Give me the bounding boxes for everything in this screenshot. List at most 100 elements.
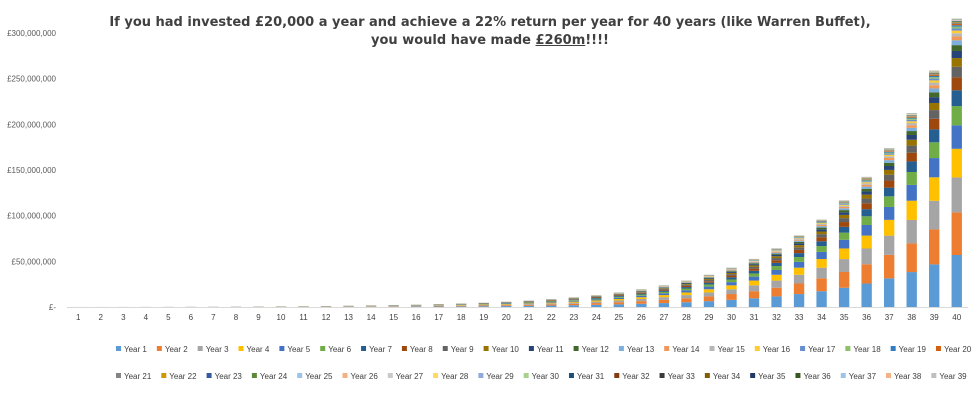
bar-segment-year-4-period-22 xyxy=(546,302,557,304)
bar-segment-year-2-period-33 xyxy=(793,283,805,295)
bar-segment-year-10-period-28 xyxy=(681,284,692,285)
x-tick-label: 16 xyxy=(412,313,421,322)
x-tick-label: 25 xyxy=(614,313,623,322)
bar-segment-year-1-period-29 xyxy=(703,301,715,307)
bar-segment-year-7-period-29 xyxy=(703,282,715,285)
bar-segment-year-12-period-37 xyxy=(883,162,895,166)
legend-label: Year 13 xyxy=(627,345,655,354)
bar-segment-year-10-period-31 xyxy=(748,265,760,267)
x-tick-label: 8 xyxy=(234,313,239,322)
bar-segment-year-21-period-38 xyxy=(906,116,917,117)
legend-label: Year 11 xyxy=(537,345,564,354)
legend-swatch xyxy=(523,373,529,378)
bar-segment-year-4-period-31 xyxy=(748,280,760,286)
x-tick-label: 6 xyxy=(189,313,194,322)
bar-segment-year-8-period-40 xyxy=(951,77,962,91)
legend-label: Year 5 xyxy=(287,345,310,354)
bar-segment-year-13-period-33 xyxy=(793,240,805,242)
bar-segment-year-16-period-40 xyxy=(951,30,962,34)
bar-segment-year-4-period-34 xyxy=(816,259,827,268)
bar-stack-period-40 xyxy=(951,18,962,307)
legend-item-year-3: Year 3 xyxy=(197,345,229,354)
legend-label: Year 20 xyxy=(944,345,972,354)
bar-segment-year-5-period-40 xyxy=(951,125,962,149)
bar-stack-period-28 xyxy=(681,280,692,307)
bar-segment-year-8-period-31 xyxy=(748,268,760,271)
bar-segment-year-7-period-32 xyxy=(771,262,782,267)
bar-segment-year-12-period-34 xyxy=(816,227,827,230)
bar-segment-year-3-period-20 xyxy=(501,304,512,306)
bar-segment-year-21-period-37 xyxy=(883,150,895,152)
bar-segment-year-4-period-38 xyxy=(906,200,917,220)
bar-segment-year-10-period-39 xyxy=(929,102,940,111)
bar-segment-year-5-period-21 xyxy=(523,302,534,304)
x-tick-label: 14 xyxy=(367,313,376,322)
bar-segment-year-20-period-36 xyxy=(861,179,872,180)
bar-segment-year-2-period-28 xyxy=(681,298,692,303)
legend-swatch xyxy=(161,373,167,378)
bar-segment-year-7-period-24 xyxy=(591,298,602,299)
bar-segment-year-5-period-26 xyxy=(636,295,647,298)
bar-segment-year-1-period-19 xyxy=(478,306,489,307)
bar-segment-year-14-period-40 xyxy=(951,36,962,41)
bar-segment-year-6-period-28 xyxy=(681,288,692,291)
y-tick-label: £- xyxy=(49,303,56,312)
bar-stack-period-18 xyxy=(456,303,467,307)
legend-swatch xyxy=(251,373,257,378)
bar-segment-year-15-period-31 xyxy=(748,261,760,262)
bar-segment-year-13-period-34 xyxy=(816,226,827,228)
bar-segment-year-12-period-31 xyxy=(748,263,760,265)
legend-swatch xyxy=(931,373,937,378)
bar-segment-year-3-period-39 xyxy=(929,200,940,230)
bar-segment-year-17-period-35 xyxy=(838,203,850,205)
bar-segment-year-3-period-24 xyxy=(591,301,602,304)
bar-segment-year-24-period-40 xyxy=(951,21,962,22)
y-tick-label: £100,000,000 xyxy=(7,212,56,221)
legend-swatch xyxy=(886,373,892,378)
bar-segment-year-15-period-34 xyxy=(816,223,827,225)
bar-segment-year-6-period-27 xyxy=(658,291,670,294)
x-tick-label: 24 xyxy=(592,313,601,322)
bar-segment-year-4-period-23 xyxy=(568,301,579,303)
legend-swatch xyxy=(795,373,801,378)
bar-segment-year-8-period-24 xyxy=(591,297,602,299)
legend-item-year-33: Year 33 xyxy=(659,372,695,381)
legend-item-year-22: Year 22 xyxy=(161,372,197,381)
x-tick-label: 30 xyxy=(727,313,736,322)
legend-item-year-21: Year 21 xyxy=(116,372,152,381)
legend-swatch xyxy=(206,373,212,378)
legend-swatch xyxy=(800,346,806,351)
x-tick-label: 23 xyxy=(569,313,578,322)
bar-segment-year-15-period-39 xyxy=(929,82,940,86)
bar-segment-year-2-period-26 xyxy=(636,301,647,304)
bar-segment-year-11-period-37 xyxy=(883,166,895,170)
bar-segment-year-19-period-40 xyxy=(951,25,962,27)
legend-item-year-34: Year 34 xyxy=(704,372,741,381)
legend-item-year-18: Year 18 xyxy=(845,345,881,354)
x-tick-label: 17 xyxy=(434,313,443,322)
bar-segment-year-1-period-37 xyxy=(883,278,895,307)
legend-item-year-6: Year 6 xyxy=(320,345,352,354)
bar-stack-period-33 xyxy=(793,235,805,307)
bar-stack-period-12 xyxy=(320,306,332,307)
bar-segment-year-8-period-26 xyxy=(636,292,647,294)
bar-segment-year-11-period-29 xyxy=(703,278,715,280)
legend-item-year-26: Year 26 xyxy=(342,372,378,381)
bar-segment-year-6-period-22 xyxy=(546,301,557,302)
bar-segment-year-1-period-21 xyxy=(523,305,534,307)
bar-segment-year-18-period-34 xyxy=(816,221,827,223)
x-tick-label: 12 xyxy=(322,313,331,322)
bar-segment-year-9-period-28 xyxy=(681,284,692,286)
legend-label: Year 6 xyxy=(328,345,351,354)
bar-segment-year-2-period-24 xyxy=(591,303,602,305)
x-tick-label: 15 xyxy=(389,313,398,322)
bar-segment-year-4-period-40 xyxy=(951,148,962,178)
bar-segment-year-7-period-39 xyxy=(929,129,940,143)
legend-swatch xyxy=(197,346,203,351)
bar-segment-year-14-period-32 xyxy=(771,251,782,253)
bar-segment-year-1-period-27 xyxy=(658,303,670,307)
bar-segment-year-5-period-27 xyxy=(658,293,670,296)
bar-segment-year-10-period-35 xyxy=(838,214,850,219)
y-tick-label: £300,000,000 xyxy=(7,29,56,38)
bar-segment-year-16-period-32 xyxy=(771,250,782,252)
